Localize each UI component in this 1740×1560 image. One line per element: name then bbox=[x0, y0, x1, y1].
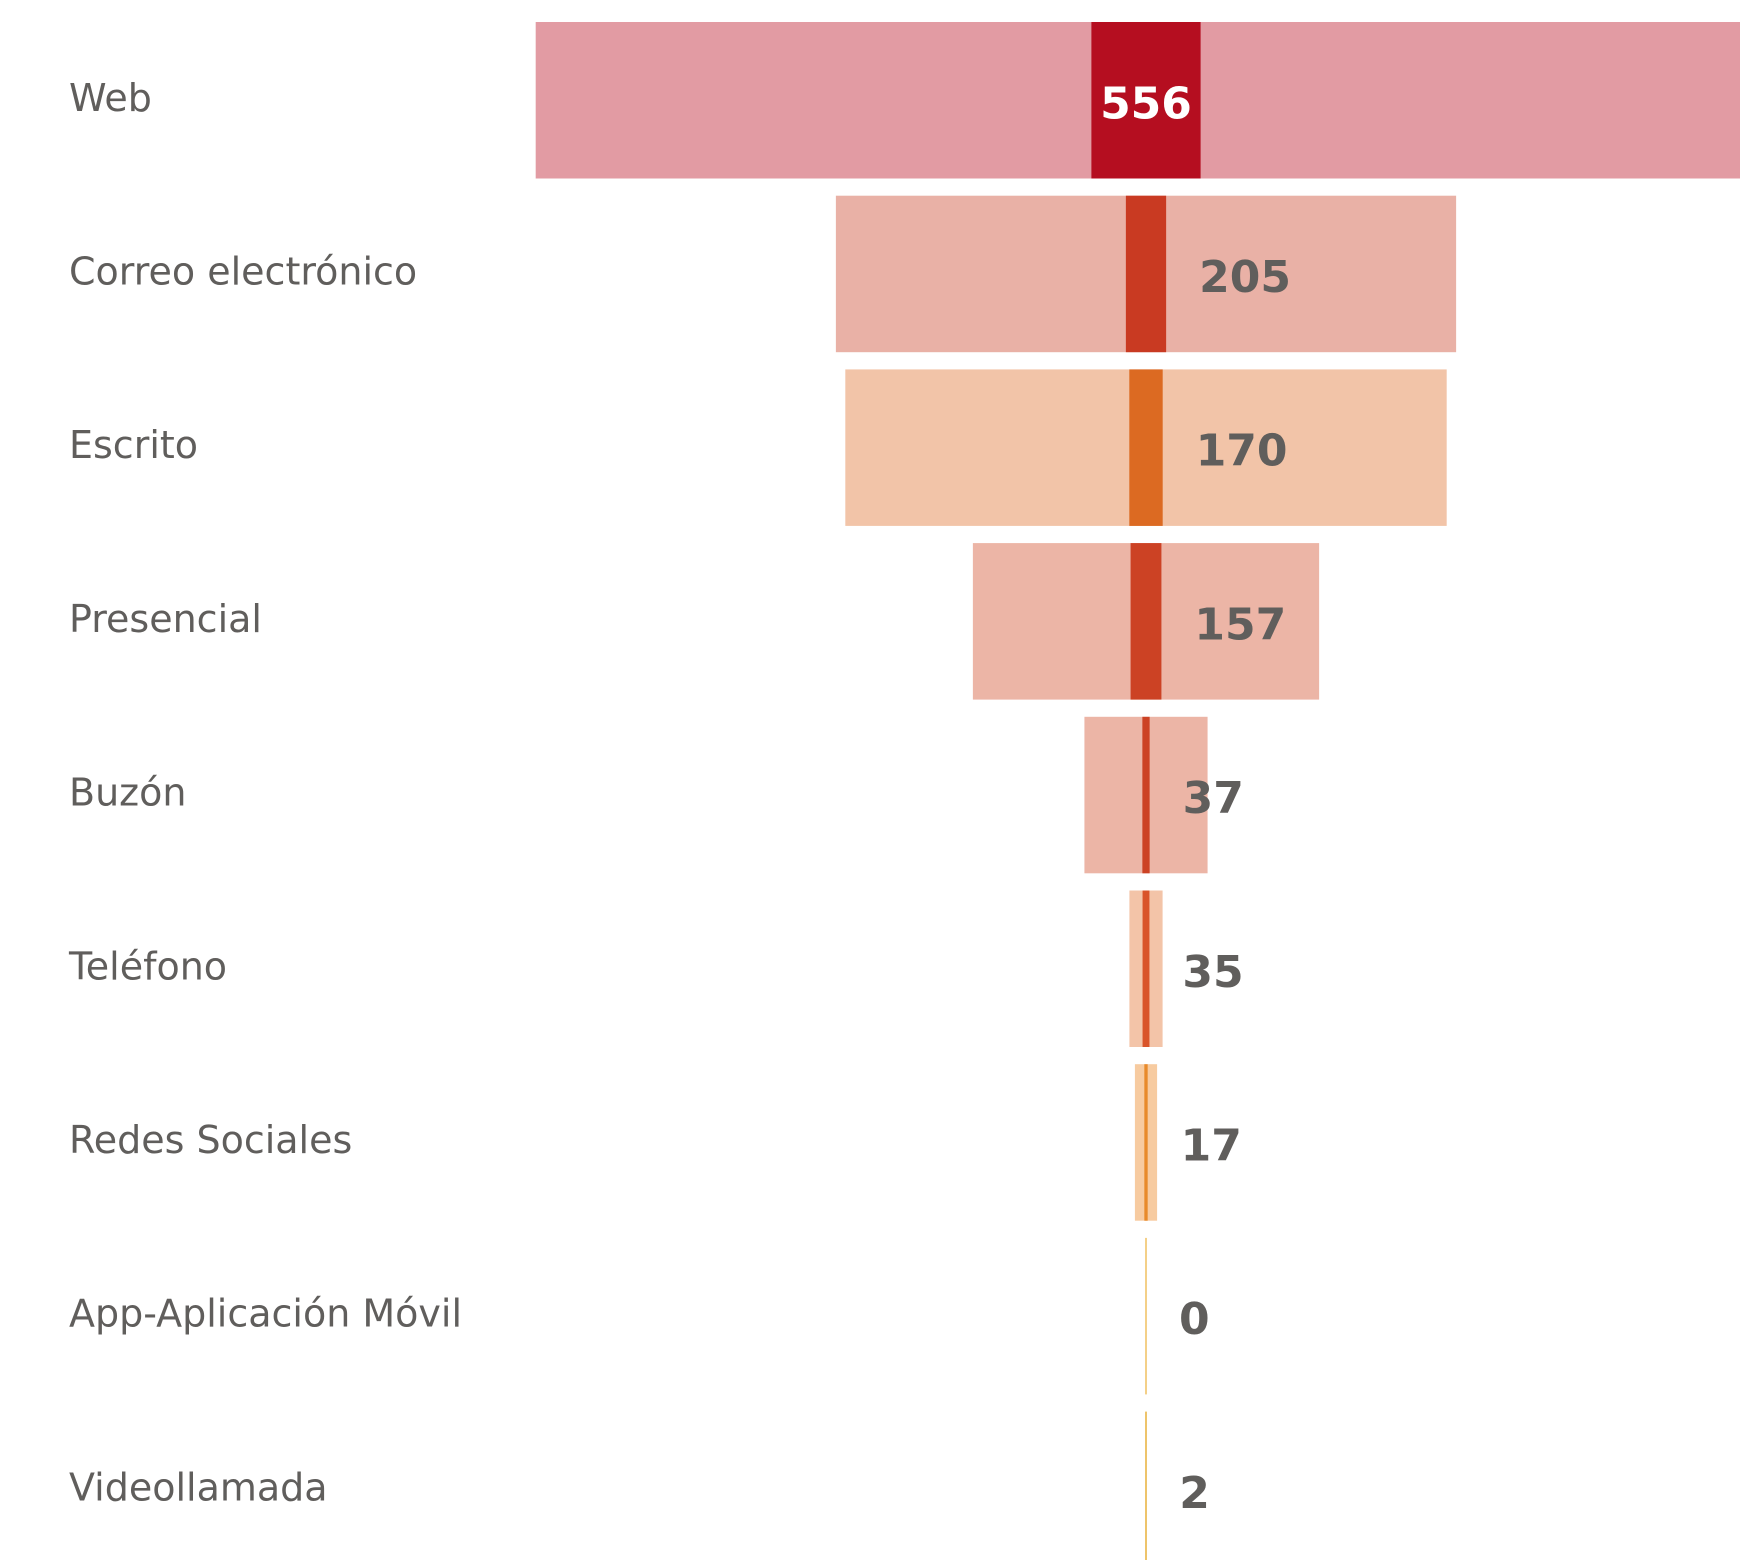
category-label: Correo electrónico bbox=[69, 249, 417, 293]
value-label: 2 bbox=[1179, 1468, 1210, 1519]
value-label: 205 bbox=[1199, 252, 1291, 303]
value-label: 556 bbox=[1100, 78, 1192, 129]
category-label: Presencial bbox=[69, 597, 262, 641]
funnel-bar bbox=[1145, 1237, 1147, 1395]
funnel-bar bbox=[1129, 369, 1163, 526]
funnel-bar bbox=[1125, 195, 1167, 353]
category-label: Escrito bbox=[69, 423, 198, 467]
category-label: Buzón bbox=[69, 771, 186, 815]
funnel-bar bbox=[1144, 1064, 1148, 1221]
value-label: 170 bbox=[1196, 426, 1288, 477]
funnel-bar bbox=[1145, 1411, 1147, 1560]
funnel-bar bbox=[1142, 890, 1150, 1047]
funnel-bar bbox=[1091, 22, 1201, 179]
funnel-bar bbox=[1142, 716, 1150, 874]
value-label: 17 bbox=[1181, 1120, 1242, 1171]
category-label: Videollamada bbox=[69, 1465, 328, 1509]
value-label: 37 bbox=[1183, 773, 1244, 824]
value-label: 0 bbox=[1179, 1294, 1210, 1345]
funnel-bar bbox=[1130, 543, 1162, 700]
category-label: App-Aplicación Móvil bbox=[69, 1292, 462, 1336]
value-label: 35 bbox=[1182, 947, 1243, 998]
category-label: Web bbox=[69, 76, 152, 120]
value-label: 157 bbox=[1194, 599, 1286, 650]
category-label: Teléfono bbox=[68, 944, 227, 988]
category-label: Redes Sociales bbox=[69, 1118, 352, 1162]
